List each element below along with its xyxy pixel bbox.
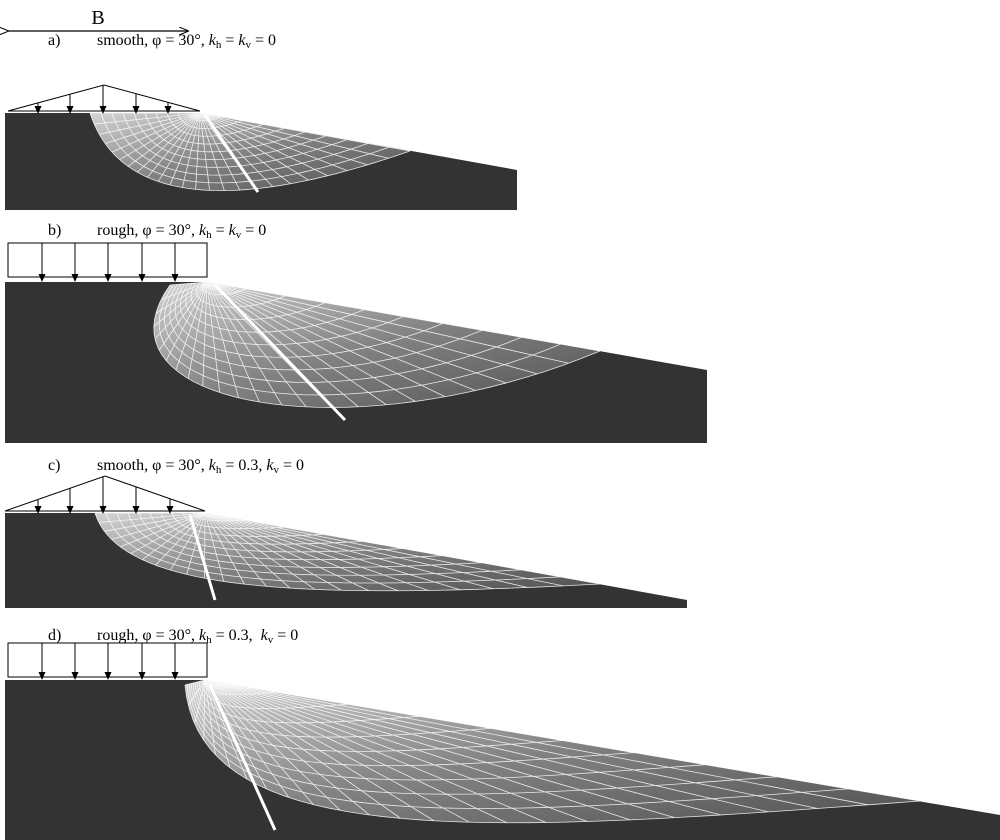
panel: c) smooth, φ = 30°, kh = 0.3, kv = 0 <box>5 457 687 608</box>
panel-label: a) <box>48 32 60 49</box>
dimension-arrow: B <box>8 7 188 31</box>
panel-label: d) <box>48 627 61 644</box>
footing-load <box>8 85 200 113</box>
footing-load <box>8 643 207 679</box>
caption-part: = 0 <box>273 627 298 644</box>
load-outline <box>8 85 200 111</box>
panel: d)rough, φ = 30°, kh = 0.3, kv = 0 <box>5 627 1000 840</box>
caption-part: = <box>212 222 229 239</box>
caption-part: = 0.3, <box>212 627 261 644</box>
caption-part: = 0 <box>251 32 276 49</box>
panel: a) smooth, φ = 30°, kh = kv = 0 <box>5 32 517 210</box>
figure: B a) smooth, φ = 30°, kh = kv = 0 b) rough,… <box>0 0 1000 840</box>
caption-part: = 0.3, <box>221 457 266 474</box>
panel-label: c) <box>48 457 60 474</box>
caption-part: smooth, φ = 30°, <box>97 32 209 49</box>
panel: b) rough, φ = 30°, kh = kv = 0 <box>5 222 707 443</box>
load-outline <box>5 476 205 511</box>
panel-caption: rough, φ = 30°, kh = kv = 0 <box>97 222 266 241</box>
panel-label: b) <box>48 222 61 239</box>
caption-part: = 0 <box>241 222 266 239</box>
caption-part: rough, φ = 30°, <box>97 627 199 644</box>
footing-load <box>5 476 205 513</box>
caption-part: rough, φ = 30°, <box>97 222 199 239</box>
caption-part: smooth, φ = 30°, <box>97 457 209 474</box>
dimension-label: B <box>91 7 104 29</box>
footing-load <box>8 243 207 281</box>
caption-part: = <box>221 32 238 49</box>
panel-caption: smooth, φ = 30°, kh = kv = 0 <box>97 32 276 51</box>
caption-part: = 0 <box>279 457 304 474</box>
panel-caption: smooth, φ = 30°, kh = 0.3, kv = 0 <box>97 457 304 476</box>
